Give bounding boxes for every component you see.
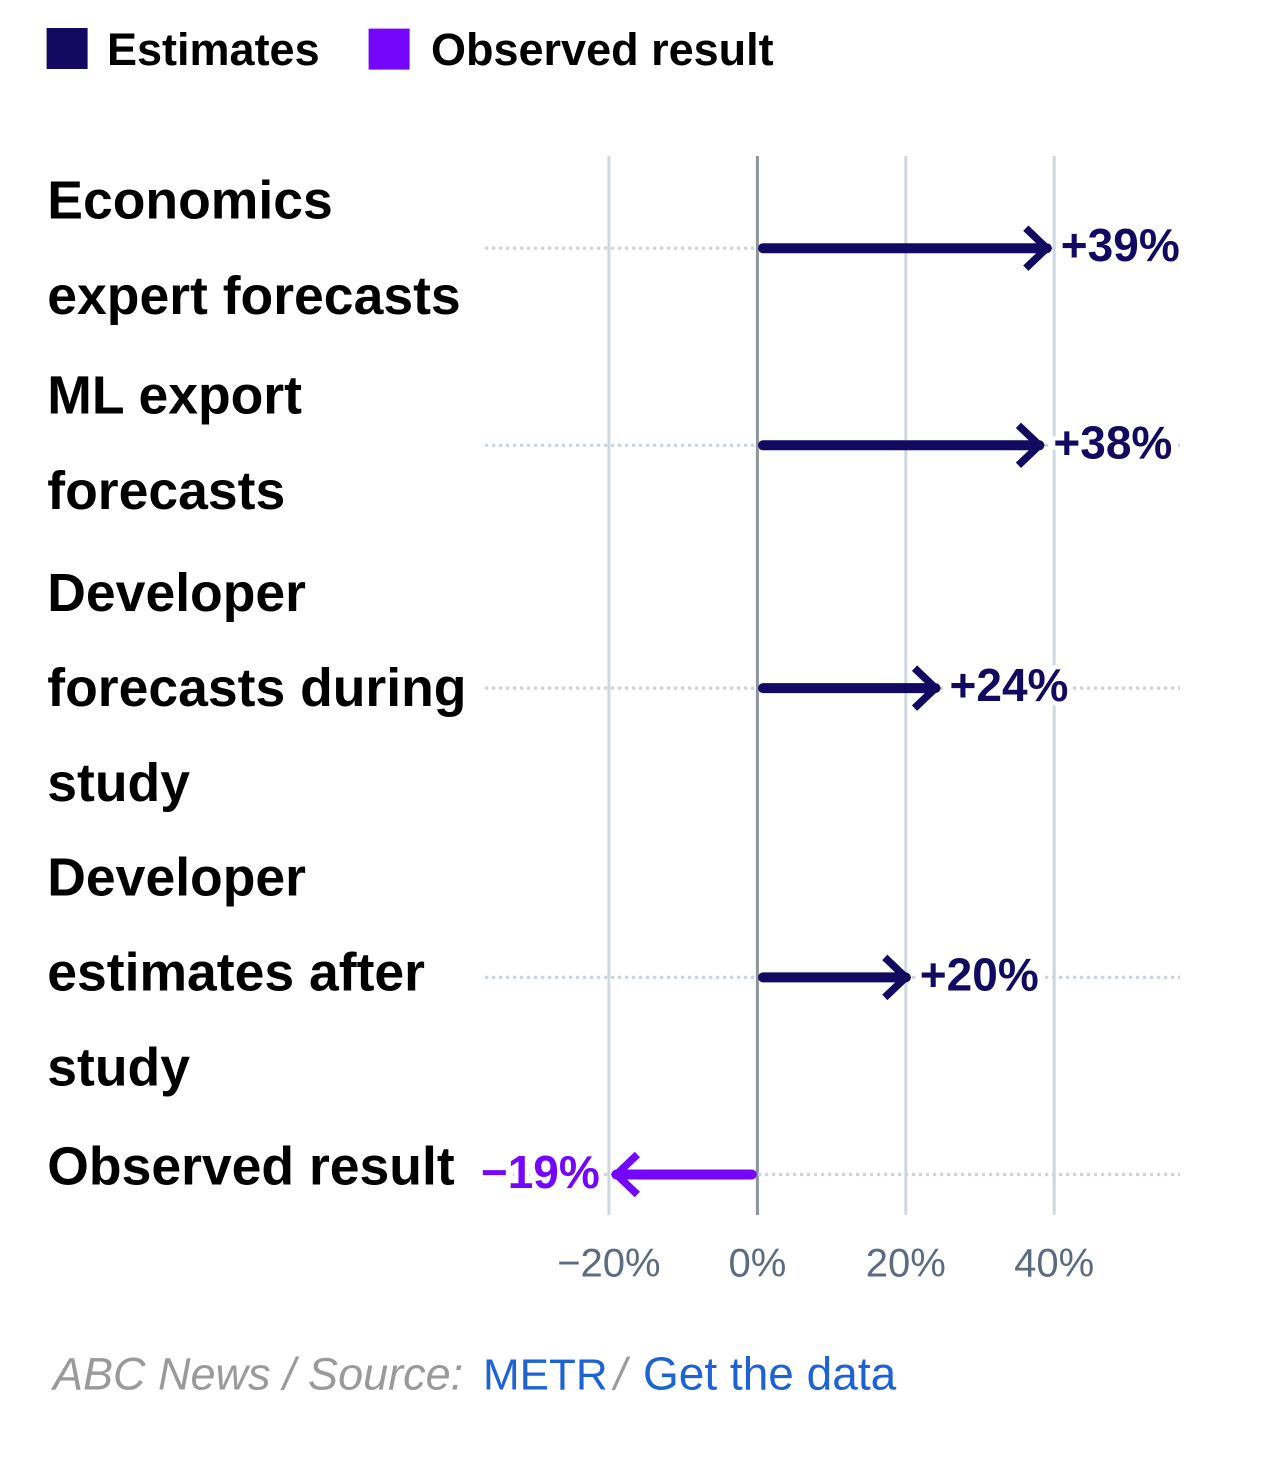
svg-text:study: study — [47, 1039, 190, 1098]
svg-text:ML export: ML export — [47, 366, 302, 425]
svg-text:study: study — [47, 754, 190, 813]
svg-text:estimates after: estimates after — [47, 944, 425, 1003]
svg-text:Developer: Developer — [47, 564, 306, 623]
svg-text:forecasts: forecasts — [47, 462, 285, 521]
svg-text:Get the data: Get the data — [643, 1348, 897, 1400]
svg-text:Developer: Developer — [47, 849, 306, 908]
svg-text:METR: METR — [483, 1351, 608, 1400]
svg-text:forecasts during: forecasts during — [47, 659, 466, 718]
svg-text:Economics: Economics — [47, 172, 332, 231]
svg-text:−20%: −20% — [557, 1242, 660, 1286]
svg-text:Estimates: Estimates — [107, 24, 320, 75]
svg-text:+24%: +24% — [950, 659, 1069, 711]
svg-text:ABC News / Source:: ABC News / Source: — [50, 1349, 463, 1400]
svg-text:expert forecasts: expert forecasts — [47, 267, 460, 326]
svg-text:Observed result: Observed result — [431, 24, 774, 75]
svg-text:+39%: +39% — [1061, 219, 1180, 271]
svg-text:40%: 40% — [1014, 1242, 1094, 1286]
svg-text:20%: 20% — [866, 1242, 946, 1286]
svg-text:+20%: +20% — [920, 948, 1039, 1000]
svg-text:+38%: +38% — [1053, 416, 1172, 468]
svg-text:/: / — [611, 1349, 631, 1400]
svg-text:Observed result: Observed result — [47, 1137, 455, 1196]
svg-text:0%: 0% — [728, 1242, 786, 1286]
svg-text:−19%: −19% — [481, 1146, 600, 1198]
